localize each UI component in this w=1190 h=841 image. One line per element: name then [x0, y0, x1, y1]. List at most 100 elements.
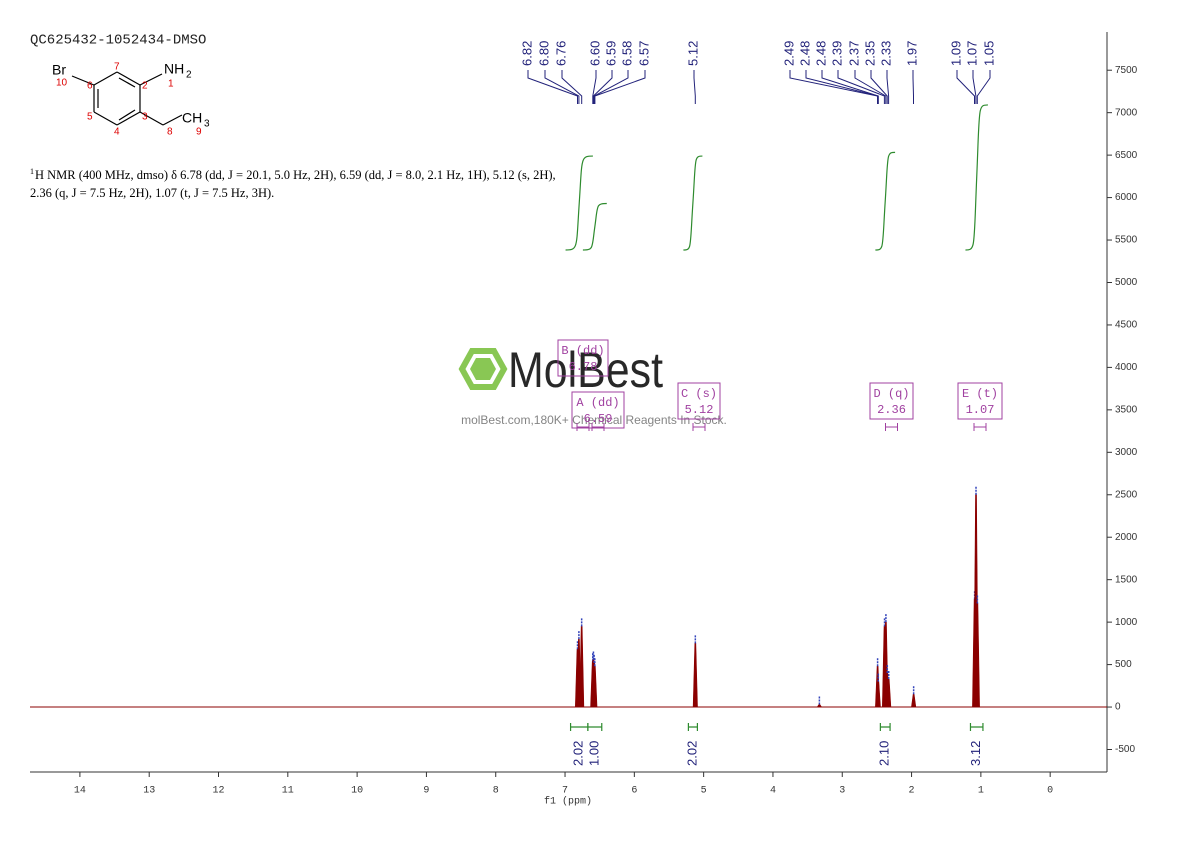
multiplet-box	[571, 391, 625, 429]
atom-label: NH	[164, 61, 184, 77]
x-tick-label: 14	[74, 786, 86, 797]
peak-connector	[544, 70, 580, 104]
y-tick-label: 5500	[1115, 235, 1138, 246]
peak-connector	[821, 70, 879, 104]
peak-connector	[837, 70, 885, 104]
integral-label: 1.00	[586, 741, 601, 766]
x-tick-label: 9	[423, 786, 429, 797]
peak	[816, 704, 823, 708]
atom-number: 3	[142, 112, 148, 123]
x-tick-label: 5	[701, 786, 707, 797]
y-tick-label: 1500	[1115, 574, 1138, 585]
multiplet-shift: 6.59	[584, 412, 613, 426]
multiplet-bracket	[591, 423, 605, 431]
y-tick-label: 1000	[1115, 617, 1138, 628]
atom-label: 3	[204, 119, 210, 130]
x-tick-label: 6	[631, 786, 637, 797]
y-tick-label: 4000	[1115, 362, 1138, 373]
integral-curve	[683, 155, 703, 251]
atom-label: 2	[186, 70, 192, 81]
watermark: MolBest molBest.com,180K+ Chemical Reage…	[458, 342, 727, 427]
x-tick-label: 12	[213, 786, 225, 797]
y-tick-label: 0	[1115, 702, 1121, 713]
multiplet-shift: 1.07	[966, 403, 995, 417]
y-tick-label: 2500	[1115, 489, 1138, 500]
atom-number: 10	[56, 78, 68, 89]
peak	[974, 603, 980, 708]
peak-label: 6.76	[553, 41, 568, 66]
molecule	[71, 71, 183, 126]
peak-connector	[886, 70, 890, 104]
peak-connector	[956, 70, 975, 104]
peak-label: 2.35	[862, 41, 877, 66]
multiplet-label: D (q)	[873, 387, 909, 401]
integral-label: 2.02	[684, 741, 699, 766]
peak-connector	[805, 70, 879, 104]
atom-number: 5	[87, 112, 93, 123]
peak-connector	[789, 70, 878, 104]
y-tick-label: 7000	[1115, 107, 1138, 118]
y-tick-label: 5000	[1115, 277, 1138, 288]
multiplet-bracket	[885, 423, 898, 431]
x-tick-label: 13	[143, 786, 155, 797]
integral-bracket	[879, 723, 891, 731]
peak	[875, 681, 881, 708]
peak-connector	[870, 70, 888, 104]
peak-connector	[527, 70, 578, 104]
integral-bracket	[969, 723, 984, 731]
multiplet-shift: 5.12	[685, 403, 714, 417]
x-tick-label: 11	[282, 786, 294, 797]
x-tick-label: 4	[770, 786, 776, 797]
description-line: H NMR (400 MHz, dmso) δ 6.78 (dd, J = 20…	[35, 168, 556, 182]
peak-connector	[976, 70, 991, 104]
x-tick-label: 10	[351, 786, 363, 797]
peak-connector	[912, 70, 914, 104]
peak-label: 6.57	[636, 41, 651, 66]
peak-connector	[561, 70, 583, 104]
y-tick-label: 6000	[1115, 192, 1138, 203]
peak-label: 1.97	[904, 41, 919, 66]
peak-label: 2.48	[797, 41, 812, 66]
y-tick-label: 4500	[1115, 320, 1138, 331]
atom-number: 6	[87, 81, 93, 92]
integral-label: 3.12	[968, 741, 983, 766]
peak-connector	[972, 70, 977, 104]
description-line: 2.36 (q, J = 7.5 Hz, 2H), 1.07 (t, J = 7…	[30, 186, 274, 200]
integral-bracket	[587, 723, 603, 731]
peak	[911, 694, 917, 708]
integral-curve	[875, 151, 896, 251]
y-tick-label: 3000	[1115, 447, 1138, 458]
peak-label: 5.12	[685, 41, 700, 66]
peak	[692, 643, 698, 708]
integral-bracket	[569, 723, 589, 731]
x-axis-label: f1 (ppm)	[544, 796, 592, 808]
multiplet-label: E (t)	[962, 387, 998, 401]
x-tick-label: 1	[978, 786, 984, 797]
multiplet-label: C (s)	[681, 387, 717, 401]
chart-title: QC625432-1052434-DMSO	[30, 33, 206, 49]
peak-connector	[594, 70, 646, 104]
peak-label: 6.82	[519, 41, 534, 66]
multiplet-box	[957, 382, 1003, 420]
atom-number: 9	[196, 127, 202, 138]
y-tick-label: 500	[1115, 659, 1132, 670]
y-tick-label: 6500	[1115, 150, 1138, 161]
y-tick-label: 7500	[1115, 65, 1138, 76]
atom-number: 4	[114, 127, 120, 138]
atom-number: 1	[168, 79, 174, 90]
peak-label: 6.60	[587, 41, 602, 66]
peak-label: 2.33	[878, 41, 893, 66]
peak-connector	[593, 70, 613, 104]
peak-label: 1.07	[964, 41, 979, 66]
peak-connector	[693, 70, 696, 104]
integral-label: 2.10	[877, 741, 892, 766]
peak-label: 1.05	[981, 41, 996, 66]
x-tick-label: 8	[493, 786, 499, 797]
y-tick-label: 3500	[1115, 404, 1138, 415]
peak-label: 6.80	[536, 41, 551, 66]
peak-label: 2.49	[781, 41, 796, 66]
multiplet-box	[557, 339, 609, 377]
x-tick-label: 3	[839, 786, 845, 797]
peak-label: 2.39	[829, 41, 844, 66]
